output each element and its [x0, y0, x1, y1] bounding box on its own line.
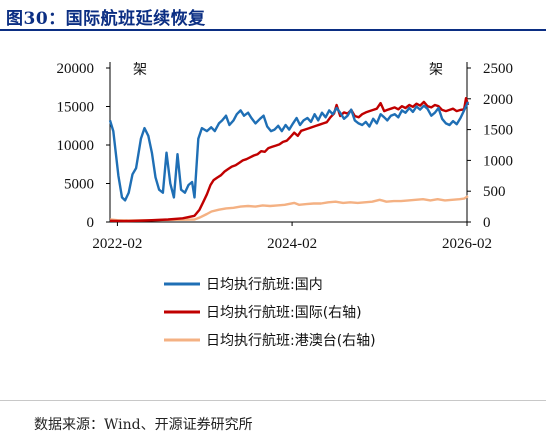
- series-line: [109, 97, 470, 223]
- y-right-tick-label: 1000: [483, 153, 513, 169]
- y-right-tick-label: 1500: [483, 123, 513, 139]
- y-right-tick-label: 0: [483, 215, 491, 231]
- y-left-tick-label: 15000: [57, 100, 95, 116]
- y-right-unit: 架: [429, 62, 443, 78]
- title-divider: [0, 29, 546, 31]
- legend-label: 日均执行航班:港澳台(右轴): [206, 333, 376, 349]
- y-left-tick-label: 5000: [64, 177, 94, 193]
- chart-axes: 0 5000 10000 15000 20000 0 500 1000 1500 2000 2500…: [57, 61, 514, 252]
- chart-series: [108, 97, 470, 223]
- legend-label: 日均执行航班:国际(右轴): [206, 305, 362, 321]
- series-line: [109, 195, 469, 222]
- y-left-tick-label: 20000: [57, 61, 95, 77]
- x-tick-label: 2024-02: [267, 236, 317, 252]
- source-divider: [0, 400, 546, 401]
- series-line: [108, 101, 470, 202]
- y-left-tick-label: 0: [87, 215, 95, 231]
- y-left-unit: 架: [133, 62, 147, 78]
- y-right-tick-label: 2500: [483, 61, 513, 77]
- y-right-tick-label: 2000: [483, 92, 513, 108]
- legend-label: 日均执行航班:国内: [206, 277, 323, 293]
- line-chart: 0 5000 10000 15000 20000 0 500 1000 1500 2000 2500…: [57, 61, 514, 349]
- y-right-tick-label: 500: [483, 184, 506, 200]
- y-left-tick-label: 10000: [57, 138, 95, 154]
- x-tick-label: 2022-02: [92, 236, 142, 252]
- chart-title: 图30：国际航班延续恢复: [6, 9, 206, 29]
- data-source-note: 数据来源：Wind、开源证券研究所: [34, 417, 253, 433]
- x-tick-label: 2026-02: [442, 236, 492, 252]
